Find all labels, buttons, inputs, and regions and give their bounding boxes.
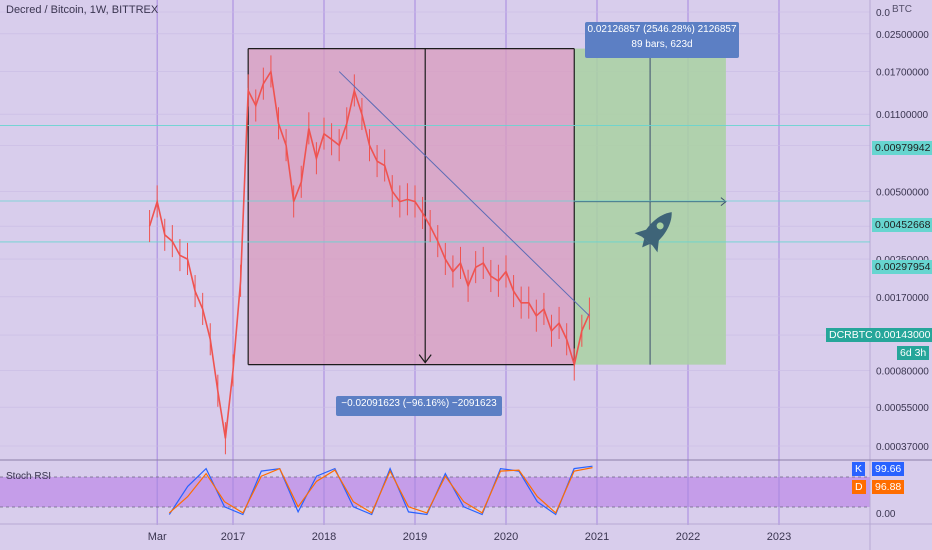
time-axis-label: 2019 [403, 531, 427, 543]
long-measure-label: 0.02126857 (2546.28%) 2126857 89 bars, 6… [585, 22, 739, 58]
short-measure-label: −0.02091623 (−96.16%) −2091623 [336, 396, 502, 416]
price-axis-label: 0.00037000 [876, 442, 929, 453]
symbol-name-tag: DCRBTC [826, 328, 876, 342]
time-axis-label: 2017 [221, 531, 245, 543]
stoch-d-letter: D [852, 480, 866, 494]
time-axis-label: Mar [148, 531, 167, 543]
stoch-axis-label: 0.00 [876, 509, 896, 520]
stoch-band-fill [0, 477, 870, 507]
stoch-k-value: 99.66 [872, 462, 905, 476]
price-axis-label: 0.00170000 [876, 293, 929, 304]
price-axis-label: 0.00080000 [876, 367, 929, 378]
price-axis-currency: BTC [892, 4, 912, 15]
time-axis-label: 2023 [767, 531, 791, 543]
price-axis-label: 0.0 [876, 8, 890, 19]
stoch-d-line [168, 467, 593, 514]
stoch-k-letter: K [852, 462, 866, 476]
short-measure-arrowhead [418, 354, 432, 364]
price-axis-label: 0.01100000 [876, 110, 929, 121]
price-tag-level-3: 0.00297954 [872, 260, 932, 274]
symbol-price-tag: 0.00143000 [872, 328, 932, 342]
long-measure-line2: 89 bars, 623d [631, 39, 693, 50]
time-axis-label: 2018 [312, 531, 336, 543]
price-series-line [148, 69, 591, 439]
price-tag-level-2: 0.00452668 [872, 218, 932, 232]
price-axis-label: 0.01700000 [876, 68, 929, 79]
stoch-d-value: 96.88 [872, 480, 905, 494]
time-axis-label: 2021 [585, 531, 609, 543]
price-tag-level-1: 0.00979942 [872, 141, 932, 155]
rocket-icon [634, 212, 672, 253]
bar-countdown-tag: 6d 3h [897, 346, 930, 360]
short-measure-line1: −0.02091623 (−96.16%) −2091623 [341, 398, 497, 409]
long-measure-line1: 0.02126857 (2546.28%) 2126857 [587, 24, 737, 35]
stoch-rsi-label: Stoch RSI [6, 471, 51, 482]
long-measure-crossarrow [720, 197, 727, 206]
price-axis-label: 0.02500000 [876, 30, 929, 41]
price-axis-label: 0.00055000 [876, 403, 929, 414]
short-position-zone [248, 48, 575, 365]
chart-title: Decred / Bitcoin, 1W, BITTREX [6, 4, 159, 16]
trendline [338, 71, 590, 317]
time-axis-label: 2022 [676, 531, 700, 543]
price-axis-label: 0.00500000 [876, 187, 929, 198]
time-axis-label: 2020 [494, 531, 518, 543]
